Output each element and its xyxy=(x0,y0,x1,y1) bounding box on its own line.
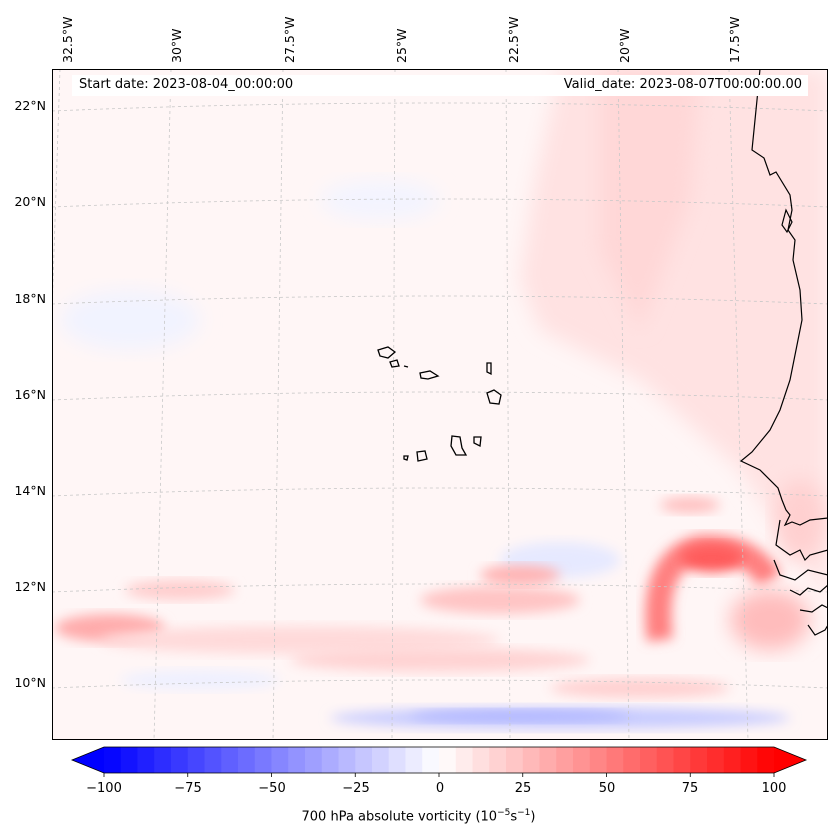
lon-gridline xyxy=(391,69,396,740)
colorbar-segment xyxy=(204,747,222,773)
colorbar-tick-label: −50 xyxy=(258,781,286,796)
colorbar-segment xyxy=(556,747,574,773)
colorbar-segment xyxy=(606,747,624,773)
colorbar-segment xyxy=(238,747,256,773)
start-date: Start date: 2023-08-04_00:00:00 xyxy=(79,77,294,92)
lat-gridline xyxy=(52,487,828,497)
colorbar-segment xyxy=(455,747,473,773)
map-frame xyxy=(52,69,828,740)
lat-gridline xyxy=(52,583,828,593)
lon-label: 30°W xyxy=(169,28,184,63)
date-header: Start date: 2023-08-04_00:00:00 Valid_da… xyxy=(72,75,808,96)
lon-gridline xyxy=(617,69,630,740)
colorbar-extend-low xyxy=(72,747,104,773)
colorbar-segment xyxy=(137,747,155,773)
lon-label: 27.5°W xyxy=(282,16,297,63)
vorticity-field xyxy=(52,69,828,740)
lat-label: 16°N xyxy=(14,387,46,402)
colorbar-segment xyxy=(154,747,172,773)
lon-label: 25°W xyxy=(394,28,409,63)
lon-label: 32.5°W xyxy=(60,16,75,63)
colorbar-segment xyxy=(439,747,457,773)
colorbar-tick-label: 75 xyxy=(681,781,699,796)
coastline xyxy=(739,69,828,636)
colorbar-segment xyxy=(573,747,591,773)
colorbar-segment xyxy=(707,747,725,773)
valid-date: Valid_date: 2023-08-07T00:00:00.00 xyxy=(563,77,802,92)
lat-label: 20°N xyxy=(14,194,46,209)
colorbar-segment xyxy=(640,747,658,773)
lat-gridline xyxy=(52,198,828,208)
colorbar-tick-label: −100 xyxy=(86,781,122,796)
lon-gridline xyxy=(505,69,511,740)
lat-gridline xyxy=(52,679,828,689)
colorbar-segment xyxy=(288,747,306,773)
colorbar-extend-high xyxy=(774,747,806,773)
colorbar-segment xyxy=(305,747,323,773)
colorbar-segment xyxy=(355,747,373,773)
colorbar-tick-label: 25 xyxy=(514,781,532,796)
colorbar-tick-label: 50 xyxy=(598,781,616,796)
colorbar-segment xyxy=(690,747,708,773)
colorbar-segment xyxy=(422,747,440,773)
colorbar-segment xyxy=(623,747,641,773)
lon-label: 17.5°W xyxy=(727,16,742,63)
colorbar-segment xyxy=(104,747,122,773)
colorbar-tick-label: −25 xyxy=(342,781,370,796)
colorbar xyxy=(70,746,808,777)
colorbar-segment xyxy=(187,747,205,773)
lat-label: 10°N xyxy=(14,675,46,690)
colorbar-segment xyxy=(723,747,741,773)
lat-label: 18°N xyxy=(14,291,46,306)
colorbar-segment xyxy=(171,747,189,773)
colorbar-segment xyxy=(221,747,239,773)
colorbar-segment xyxy=(388,747,406,773)
colorbar-tick-label: 100 xyxy=(761,781,787,796)
lat-label: 22°N xyxy=(14,98,46,113)
colorbar-segment xyxy=(405,747,423,773)
colorbar-segment xyxy=(120,747,138,773)
lat-label: 14°N xyxy=(14,483,46,498)
lat-gridline xyxy=(52,391,828,401)
colorbar-segment xyxy=(271,747,289,773)
colorbar-segment xyxy=(338,747,356,773)
colorbar-segment xyxy=(740,747,758,773)
colorbar-segment xyxy=(506,747,524,773)
colorbar-segment xyxy=(321,747,339,773)
lon-gridline xyxy=(728,69,749,740)
cape-verde-islands xyxy=(377,346,502,462)
lat-gridline xyxy=(52,102,828,112)
colorbar-segment xyxy=(372,747,390,773)
lat-label: 12°N xyxy=(14,579,46,594)
lon-gridline xyxy=(272,69,284,740)
lon-label: 22.5°W xyxy=(506,16,521,63)
colorbar-segment xyxy=(673,747,691,773)
lat-gridline xyxy=(52,295,828,305)
colorbar-segment xyxy=(656,747,674,773)
colorbar-segment xyxy=(472,747,490,773)
lon-label: 20°W xyxy=(617,28,632,63)
colorbar-label: 700 hPa absolute vorticity (10−5s−1) xyxy=(301,808,536,825)
colorbar-segment xyxy=(589,747,607,773)
colorbar-tick-label: −75 xyxy=(174,781,202,796)
colorbar-segment xyxy=(757,747,775,773)
colorbar-segment xyxy=(489,747,507,773)
lon-gridline xyxy=(153,69,172,740)
colorbar-tick-label: 0 xyxy=(435,781,445,796)
colorbar-segment xyxy=(539,747,557,773)
colorbar-segment xyxy=(254,747,272,773)
colorbar-segment xyxy=(522,747,540,773)
gridlines xyxy=(52,69,828,740)
